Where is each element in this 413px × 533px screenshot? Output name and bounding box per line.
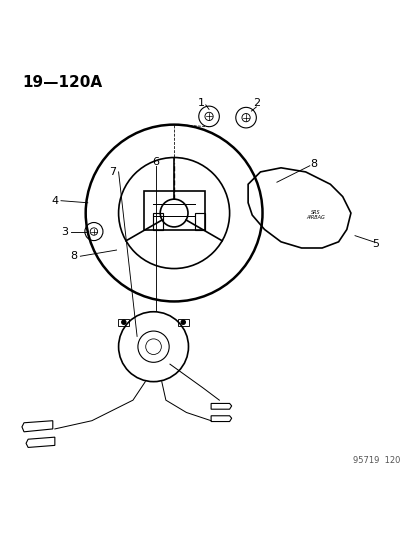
Text: 3: 3 [62,227,69,237]
Circle shape [181,320,185,324]
Text: 95719  120: 95719 120 [352,456,399,465]
Text: SRS
AIRBAG: SRS AIRBAG [306,209,325,221]
Text: 19—120A: 19—120A [22,75,102,90]
Bar [195,213,205,230]
Text: 5: 5 [371,239,378,249]
Text: 4: 4 [51,196,58,206]
Bar [153,213,163,230]
Bar [143,191,204,230]
Bar [118,319,129,326]
Text: 6: 6 [152,157,159,167]
Text: 2: 2 [252,98,259,108]
Text: 7: 7 [109,167,116,177]
Text: 8: 8 [70,251,77,261]
Text: 1: 1 [197,98,204,108]
Circle shape [121,320,126,324]
Text: 8: 8 [310,159,317,168]
Bar [178,319,188,326]
